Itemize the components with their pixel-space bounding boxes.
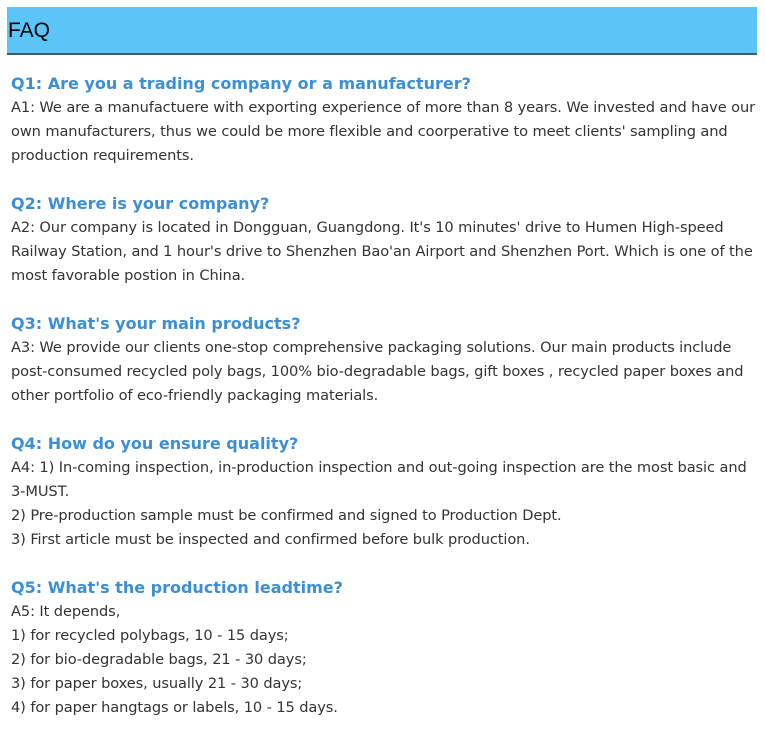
question: Q1: Are you a trading company or a manuf… [11,74,471,93]
question: Q4: How do you ensure quality? [11,434,299,453]
answer-line: 3) First article must be inspected and c… [11,531,530,548]
question: Q3: What's your main products? [11,314,301,333]
faq-item-5: Q5: What's the production leadtime? A5: … [11,576,756,720]
answer: A5: It depends, 1) for recycled polybags… [11,600,756,720]
answer-line: 2) Pre-production sample must be confirm… [11,507,562,524]
faq-item-1: Q1: Are you a trading company or a manuf… [11,72,756,168]
faq-item-4: Q4: How do you ensure quality? A4: 1) In… [11,432,756,552]
answer-line: 3) for paper boxes, usually 21 - 30 days… [11,675,303,692]
answer-line: 1) for recycled polybags, 10 - 15 days; [11,627,289,644]
answer-line: 2) for bio-degradable bags, 21 - 30 days… [11,651,307,668]
answer-line: A4: 1) In-coming inspection, in-producti… [11,459,747,500]
question: Q2: Where is your company? [11,194,270,213]
answer-line: A2: Our company is located in Dongguan, … [11,219,753,284]
faq-item-3: Q3: What's your main products? A3: We pr… [11,312,756,408]
answer: A2: Our company is located in Dongguan, … [11,216,756,288]
answer: A3: We provide our clients one-stop comp… [11,336,756,408]
answer-line: 4) for paper hangtags or labels, 10 - 15… [11,699,338,716]
answer-line: A3: We provide our clients one-stop comp… [11,339,744,404]
answer-line: A1: We are a manufactuere with exporting… [11,99,756,164]
question: Q5: What's the production leadtime? [11,578,343,597]
answer: A1: We are a manufactuere with exporting… [11,96,756,168]
page-title: FAQ [8,19,51,42]
answer: A4: 1) In-coming inspection, in-producti… [11,456,756,552]
faq-header: FAQ [7,7,757,55]
faq-item-2: Q2: Where is your company? A2: Our compa… [11,192,756,288]
answer-line: A5: It depends, [11,603,121,620]
faq-list: Q1: Are you a trading company or a manuf… [11,72,756,744]
